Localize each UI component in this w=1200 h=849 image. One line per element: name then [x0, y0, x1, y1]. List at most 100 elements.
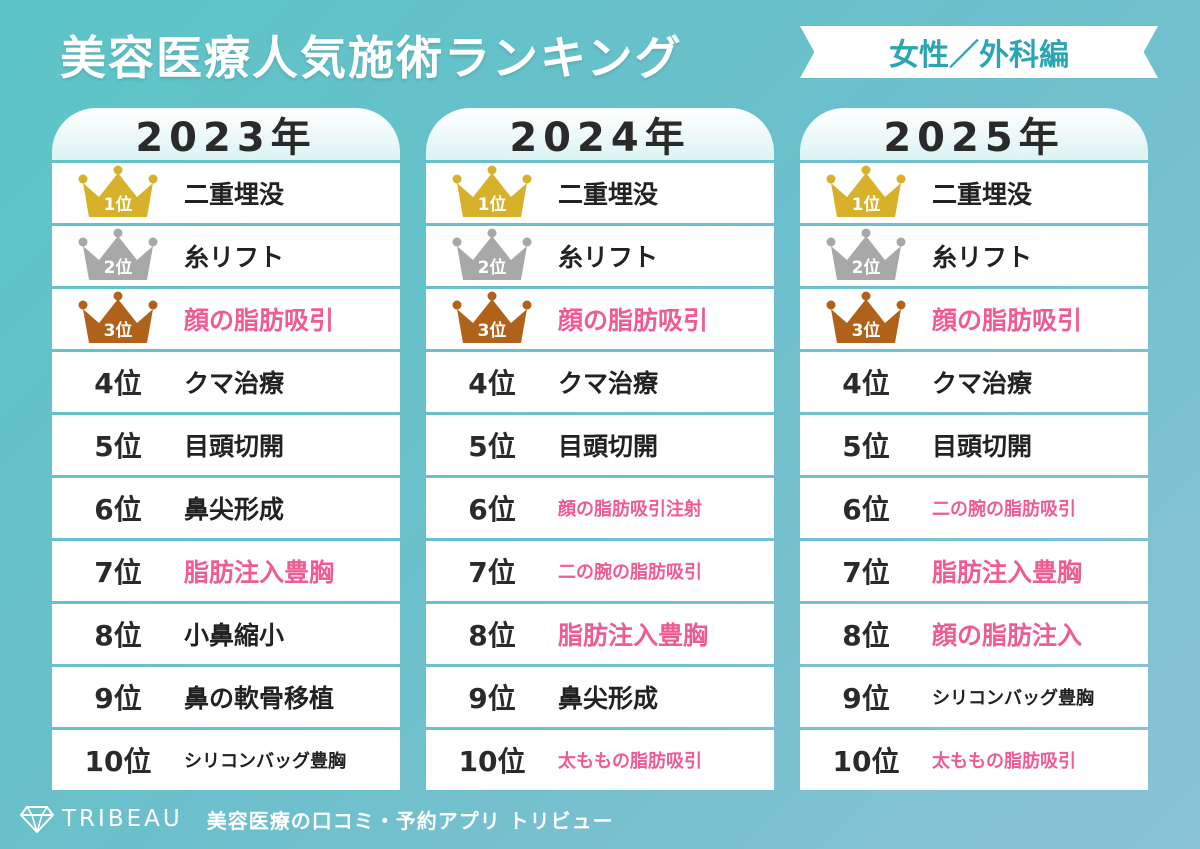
- rank-label: 5位: [94, 430, 142, 463]
- diamond-icon: [20, 806, 54, 833]
- treatment-name: 顔の脂肪吸引注射: [558, 499, 702, 520]
- treatment-name: 糸リフト: [932, 243, 1033, 272]
- rank-label: 8位: [94, 619, 142, 652]
- rank-badge: 9位: [426, 677, 558, 717]
- ranking-row: 7位 脂肪注入豊胸: [800, 541, 1148, 601]
- treatment-name: 太ももの脂肪吸引: [932, 751, 1076, 772]
- ranking-row: 10位 太ももの脂肪吸引: [800, 730, 1148, 790]
- ranking-row: 6位 二の腕の脂肪吸引: [800, 478, 1148, 538]
- rank-badge: 5位: [426, 425, 558, 465]
- treatment-name: クマ治療: [184, 369, 285, 398]
- rank-label: 6位: [94, 493, 142, 526]
- rank-badge: 10位: [52, 740, 184, 780]
- ranking-row: 1位 二重埋没: [800, 163, 1148, 223]
- treatment-name: 目頭切開: [558, 432, 659, 461]
- treatment-name: 脂肪注入豊胸: [932, 558, 1083, 587]
- crown-icon: [451, 228, 533, 284]
- ranking-row: 1位 二重埋没: [52, 163, 400, 223]
- treatment-name: 顔の脂肪注入: [932, 621, 1083, 650]
- rank-badge: 2位: [800, 228, 932, 284]
- ranking-row: 6位 鼻尖形成: [52, 478, 400, 538]
- treatment-name: 二重埋没: [184, 180, 285, 209]
- crown-icon: [77, 165, 159, 221]
- ranking-column: 2024年 1位 二重埋没 2位 糸リフト 3位 顔の脂肪吸引 4位 クマ治療 5位 目頭切開 6位 顔…: [426, 108, 774, 790]
- rank-label: 3位: [103, 321, 133, 341]
- rank-badge: 1位: [52, 165, 184, 221]
- category-tag: 女性／外科編: [800, 26, 1158, 78]
- ranking-row: 3位 顔の脂肪吸引: [426, 289, 774, 349]
- ranking-column: 2023年 1位 二重埋没 2位 糸リフト 3位 顔の脂肪吸引 4位 クマ治療 5位 目頭切開 6位鼻…: [52, 108, 400, 790]
- rank-label: 4位: [94, 367, 142, 400]
- treatment-name: 太ももの脂肪吸引: [558, 751, 702, 772]
- ranking-column: 2025年 1位 二重埋没 2位 糸リフト 3位 顔の脂肪吸引 4位 クマ治療 5位 目頭切開 6位 二…: [800, 108, 1148, 790]
- column-year-header: 2025年: [800, 108, 1148, 161]
- footer: TRIBEAU 美容医療の口コミ・予約アプリ トリビュー: [20, 803, 614, 835]
- ranking-row: 10位 シリコンバッグ豊胸: [52, 730, 400, 790]
- treatment-name: 脂肪注入豊胸: [558, 621, 709, 650]
- rank-badge: 2位: [52, 228, 184, 284]
- rank-badge: 4位: [52, 362, 184, 402]
- rank-label: 10位: [458, 745, 526, 778]
- rank-badge: 8位: [800, 614, 932, 654]
- rank-badge: 8位: [426, 614, 558, 654]
- treatment-name: シリコンバッグ豊胸: [932, 688, 1094, 709]
- ranking-row: 3位 顔の脂肪吸引: [800, 289, 1148, 349]
- ranking-row: 2位 糸リフト: [426, 226, 774, 286]
- rank-label: 5位: [468, 430, 516, 463]
- rank-label: 10位: [832, 745, 900, 778]
- rank-label: 1位: [103, 195, 133, 215]
- treatment-name: 鼻尖形成: [558, 684, 659, 713]
- crown-icon: [825, 228, 907, 284]
- ranking-row: 5位 目頭切開: [52, 415, 400, 475]
- rank-label: 3位: [477, 321, 507, 341]
- rank-label: 1位: [851, 195, 881, 215]
- rank-badge: 3位: [426, 291, 558, 347]
- rank-label: 4位: [468, 367, 516, 400]
- ranking-title: 美容医療人気施術ランキング: [60, 31, 683, 85]
- ranking-row: 4位 クマ治療: [426, 352, 774, 412]
- ranking-row: 4位 クマ治療: [800, 352, 1148, 412]
- ranking-row: 9位 シリコンバッグ豊胸: [800, 667, 1148, 727]
- ranking-row: 3位 顔の脂肪吸引: [52, 289, 400, 349]
- ranking-row: 9位 鼻の軟骨移植: [52, 667, 400, 727]
- rank-label: 7位: [468, 556, 516, 589]
- rank-label: 10位: [84, 745, 152, 778]
- treatment-name: 糸リフト: [558, 243, 659, 272]
- rank-label: 8位: [842, 619, 890, 652]
- rank-badge: 9位: [52, 677, 184, 717]
- ranking-row: 2位 糸リフト: [52, 226, 400, 286]
- rank-label: 8位: [468, 619, 516, 652]
- category-tag-label: 女性／外科編: [889, 38, 1069, 73]
- crown-icon: [77, 291, 159, 347]
- treatment-name: 二重埋没: [932, 180, 1033, 209]
- ranking-row: 4位 クマ治療: [52, 352, 400, 412]
- ranking-row: 1位 二重埋没: [426, 163, 774, 223]
- rank-badge: 3位: [800, 291, 932, 347]
- column-year: 2025年: [883, 115, 1065, 161]
- rank-label: 2位: [851, 258, 881, 278]
- treatment-name: 顔の脂肪吸引: [558, 306, 709, 335]
- ranking-row: 6位 顔の脂肪吸引注射: [426, 478, 774, 538]
- rank-badge: 10位: [426, 740, 558, 780]
- rank-badge: 2位: [426, 228, 558, 284]
- rank-label: 6位: [468, 493, 516, 526]
- rank-label: 4位: [842, 367, 890, 400]
- ranking-row: 8位 顔の脂肪注入: [800, 604, 1148, 664]
- rank-label: 9位: [468, 682, 516, 715]
- rank-badge: 9位: [800, 677, 932, 717]
- ranking-row: 8位 脂肪注入豊胸: [426, 604, 774, 664]
- treatment-name: 鼻の軟骨移植: [184, 684, 335, 713]
- treatment-name: 二の腕の脂肪吸引: [558, 562, 702, 583]
- rank-badge: 6位: [426, 488, 558, 528]
- column-year: 2023年: [135, 115, 317, 161]
- treatment-name: 目頭切開: [184, 432, 285, 461]
- rank-badge: 6位: [800, 488, 932, 528]
- rank-badge: 7位: [800, 551, 932, 591]
- treatment-name: 糸リフト: [184, 243, 285, 272]
- ranking-row: 7位 二の腕の脂肪吸引: [426, 541, 774, 601]
- treatment-name: 二重埋没: [558, 180, 659, 209]
- treatment-name: 二の腕の脂肪吸引: [932, 499, 1076, 520]
- column-year-header: 2024年: [426, 108, 774, 161]
- rank-badge: 7位: [52, 551, 184, 591]
- rank-label: 6位: [842, 493, 890, 526]
